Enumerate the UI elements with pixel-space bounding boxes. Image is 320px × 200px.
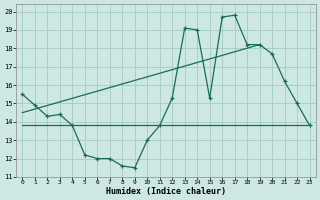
X-axis label: Humidex (Indice chaleur): Humidex (Indice chaleur) xyxy=(106,187,226,196)
